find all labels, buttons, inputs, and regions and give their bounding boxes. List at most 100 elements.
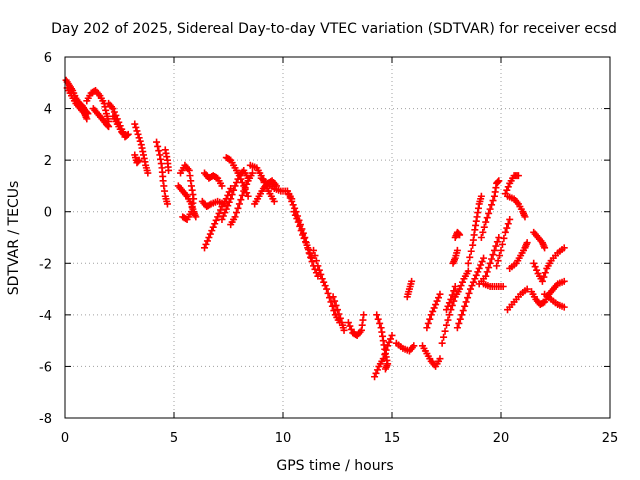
data-point	[478, 258, 486, 266]
data-point	[444, 316, 452, 324]
data-point	[445, 299, 453, 307]
data-point	[465, 289, 473, 297]
data-point	[206, 230, 214, 238]
data-point	[290, 208, 298, 216]
data-point	[435, 294, 443, 302]
data-point	[501, 228, 509, 236]
data-point	[441, 327, 449, 335]
data-point	[469, 278, 477, 286]
data-point	[299, 231, 307, 239]
data-point	[153, 138, 161, 146]
data-point	[373, 366, 381, 374]
data-point	[485, 264, 493, 272]
data-point	[479, 228, 487, 236]
data-point	[314, 262, 322, 270]
data-point	[360, 311, 368, 319]
data-point	[495, 234, 503, 241]
data-point	[461, 302, 469, 310]
data-point	[538, 277, 546, 285]
data-point	[489, 251, 497, 259]
data-point	[215, 209, 223, 217]
data-point	[464, 267, 472, 275]
data-point	[455, 319, 463, 327]
data-point	[243, 180, 251, 188]
data-point	[232, 209, 240, 217]
data-point	[320, 278, 328, 286]
data-point	[426, 315, 434, 323]
data-point	[488, 201, 496, 209]
data-point	[347, 325, 355, 333]
data-point	[286, 194, 294, 202]
data-point	[490, 246, 498, 254]
data-point	[374, 315, 382, 323]
data-point	[486, 205, 494, 213]
data-point	[432, 301, 440, 309]
data-point	[165, 166, 173, 174]
data-point	[466, 285, 474, 293]
data-point	[379, 355, 387, 363]
data-point	[514, 172, 522, 180]
data-point	[423, 324, 431, 332]
data-point	[237, 175, 245, 183]
data-point	[132, 123, 140, 131]
data-point	[237, 196, 245, 204]
data-point	[447, 295, 455, 303]
data-point	[217, 206, 225, 214]
data-point	[427, 311, 435, 319]
data-point	[283, 187, 291, 195]
data-point	[453, 246, 461, 254]
data-point	[135, 134, 143, 142]
y-tick-label: -2	[39, 257, 52, 272]
data-point	[234, 204, 242, 212]
data-point	[224, 202, 232, 210]
data-point	[120, 130, 128, 138]
data-point	[317, 270, 325, 278]
data-point	[241, 184, 249, 192]
data-point	[388, 331, 396, 339]
data-point	[225, 198, 233, 206]
data-point	[211, 220, 219, 228]
data-point	[235, 200, 243, 208]
data-point	[430, 304, 438, 312]
data-point	[230, 186, 238, 194]
data-point	[202, 240, 210, 248]
data-point	[218, 215, 226, 223]
data-point	[248, 169, 256, 177]
data-point	[330, 307, 338, 315]
data-point	[466, 253, 474, 261]
data-point	[326, 294, 334, 302]
data-point	[329, 293, 337, 301]
data-point	[458, 311, 466, 319]
data-point	[504, 183, 512, 191]
data-point	[203, 237, 211, 245]
data-point	[228, 191, 236, 199]
data-point	[235, 172, 243, 180]
data-point	[336, 314, 344, 322]
data-point	[346, 322, 354, 330]
data-point	[133, 127, 141, 135]
data-point	[504, 220, 512, 228]
data-point	[424, 319, 432, 327]
data-point	[483, 214, 491, 222]
x-tick-label: 0	[61, 431, 69, 446]
data-point	[288, 197, 296, 205]
data-point	[408, 277, 416, 285]
data-point	[240, 187, 248, 195]
x-tick-label: 25	[602, 431, 619, 446]
data-point	[214, 213, 222, 221]
y-axis-label: SDTVAR / TECUs	[6, 181, 22, 296]
data-point	[488, 255, 496, 263]
data-point	[110, 108, 118, 116]
data-point	[560, 244, 568, 252]
data-point	[294, 218, 302, 226]
data-point	[335, 310, 343, 318]
y-tick-label: -8	[39, 412, 52, 427]
data-point	[456, 231, 464, 239]
data-point	[205, 234, 213, 241]
data-point	[486, 259, 494, 267]
data-point	[477, 234, 485, 241]
data-point	[155, 147, 163, 155]
data-point	[219, 212, 227, 220]
data-point	[179, 213, 187, 221]
